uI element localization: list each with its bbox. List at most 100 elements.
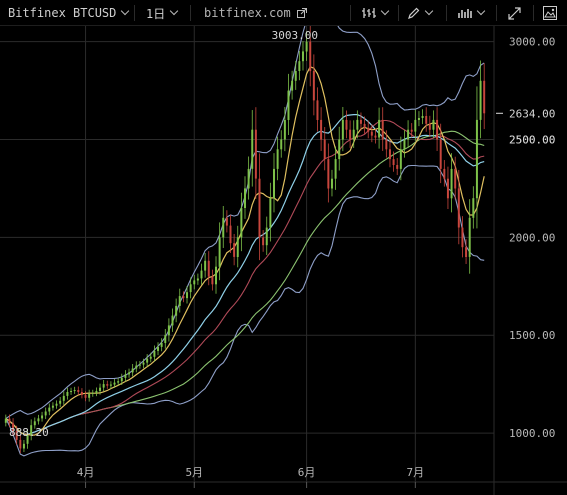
indicators-icon	[458, 9, 472, 18]
candle-body	[396, 165, 399, 169]
snapshot-button[interactable]	[543, 0, 557, 26]
candle-body	[309, 41, 312, 72]
price-labels: 2634.00 2500.00 3003.00 888.20	[9, 29, 555, 439]
candle-body	[359, 119, 362, 124]
candle-body	[59, 400, 62, 404]
candle-body	[73, 390, 76, 391]
candle-body	[215, 266, 217, 285]
candle-body	[109, 384, 112, 386]
price-tick-label: 2500.00	[509, 134, 555, 147]
candle-body	[80, 392, 83, 395]
candle-body	[392, 159, 395, 165]
price-chart[interactable]: 1000.00 1500.00 2000.00 2500.00 3000.00 4月 5月…	[0, 26, 567, 495]
candle-body	[186, 292, 189, 299]
candle-body	[254, 129, 257, 179]
candle-body	[298, 61, 301, 71]
lower-band-line	[5, 164, 485, 457]
candle-body	[207, 260, 210, 277]
ma-fast-line	[5, 66, 485, 436]
candle-body	[171, 315, 174, 326]
candle-body	[131, 368, 134, 373]
candle-body	[414, 119, 417, 132]
candle-body	[196, 278, 199, 281]
candle-body	[291, 80, 294, 91]
fullscreen-button[interactable]	[508, 0, 521, 26]
candle-body	[443, 168, 446, 179]
candle-body	[472, 198, 475, 218]
candle-body	[367, 127, 370, 132]
candle-body	[146, 358, 149, 363]
drawing-button[interactable]	[408, 0, 434, 26]
candle-body	[273, 168, 275, 199]
price-label: 2500.00	[509, 134, 555, 147]
candle-body	[102, 384, 105, 388]
candle-body	[70, 391, 73, 392]
toolbar-divider	[350, 5, 351, 21]
candle-body	[432, 119, 435, 130]
candle-body	[233, 243, 236, 257]
candle-body	[316, 100, 319, 120]
candle-body	[294, 71, 297, 81]
indicators-button[interactable]	[458, 0, 486, 26]
candle-body	[479, 80, 482, 120]
candle-body	[66, 392, 69, 396]
candle-body	[276, 149, 279, 169]
candle-body	[218, 237, 221, 267]
moving-averages	[5, 66, 485, 436]
candle-body	[280, 139, 283, 150]
low-price-annotation: 888.20	[9, 426, 49, 439]
candle-body	[374, 135, 377, 138]
toolbar-divider	[533, 5, 534, 21]
candle-body	[240, 208, 243, 238]
candle-body	[287, 90, 290, 120]
candle-body	[51, 405, 54, 408]
candle-body	[436, 119, 439, 140]
candle-body	[356, 119, 359, 130]
interval-selector[interactable]: 1日	[146, 0, 179, 26]
candle-body	[55, 403, 58, 406]
candle-body	[363, 123, 366, 128]
symbol-selector[interactable]: Bitfinex BTCUSD	[8, 0, 130, 26]
candle-body	[222, 217, 225, 238]
candle-body	[475, 119, 478, 199]
price-axis: 1000.00 1500.00 2000.00 2500.00 3000.00	[509, 36, 555, 440]
candle-body	[341, 119, 344, 140]
time-tick-label: 7月	[407, 466, 425, 479]
candle-body	[167, 325, 170, 336]
candle-body	[399, 149, 402, 169]
candle-body	[465, 247, 468, 257]
toolbar-divider	[446, 5, 447, 21]
candle-body	[8, 418, 11, 424]
candle-body	[157, 347, 160, 351]
candle-body	[62, 395, 65, 401]
candle-body	[334, 159, 337, 179]
toolbar-divider	[496, 5, 497, 21]
candle-body	[262, 237, 265, 246]
candle-body	[138, 364, 141, 366]
toolbar-divider	[398, 5, 399, 21]
candle-body	[88, 393, 91, 398]
candle-body	[446, 178, 449, 199]
candle-body	[200, 270, 203, 279]
candle-body	[352, 129, 355, 140]
candle-body	[142, 362, 145, 365]
candle-body	[178, 296, 181, 306]
candle-body	[211, 276, 214, 285]
candle-body	[461, 227, 464, 248]
candle-body	[421, 116, 424, 118]
candle-body	[193, 280, 196, 285]
candle-body	[388, 149, 391, 160]
candle-body	[327, 159, 330, 189]
candle-body	[12, 423, 15, 432]
site-link[interactable]: bitfinex.com	[204, 0, 307, 26]
drawing-pencil-icon	[408, 7, 420, 19]
bar-style-icon	[362, 8, 376, 18]
candle-body	[95, 391, 98, 393]
candle-body	[410, 129, 413, 132]
candle-body	[175, 305, 178, 316]
price-tick-label: 3000.00	[509, 36, 555, 49]
candle-body	[204, 260, 207, 271]
candle-body	[312, 71, 315, 101]
bar-style-button[interactable]	[362, 0, 390, 26]
chevron-down-icon	[169, 6, 179, 16]
